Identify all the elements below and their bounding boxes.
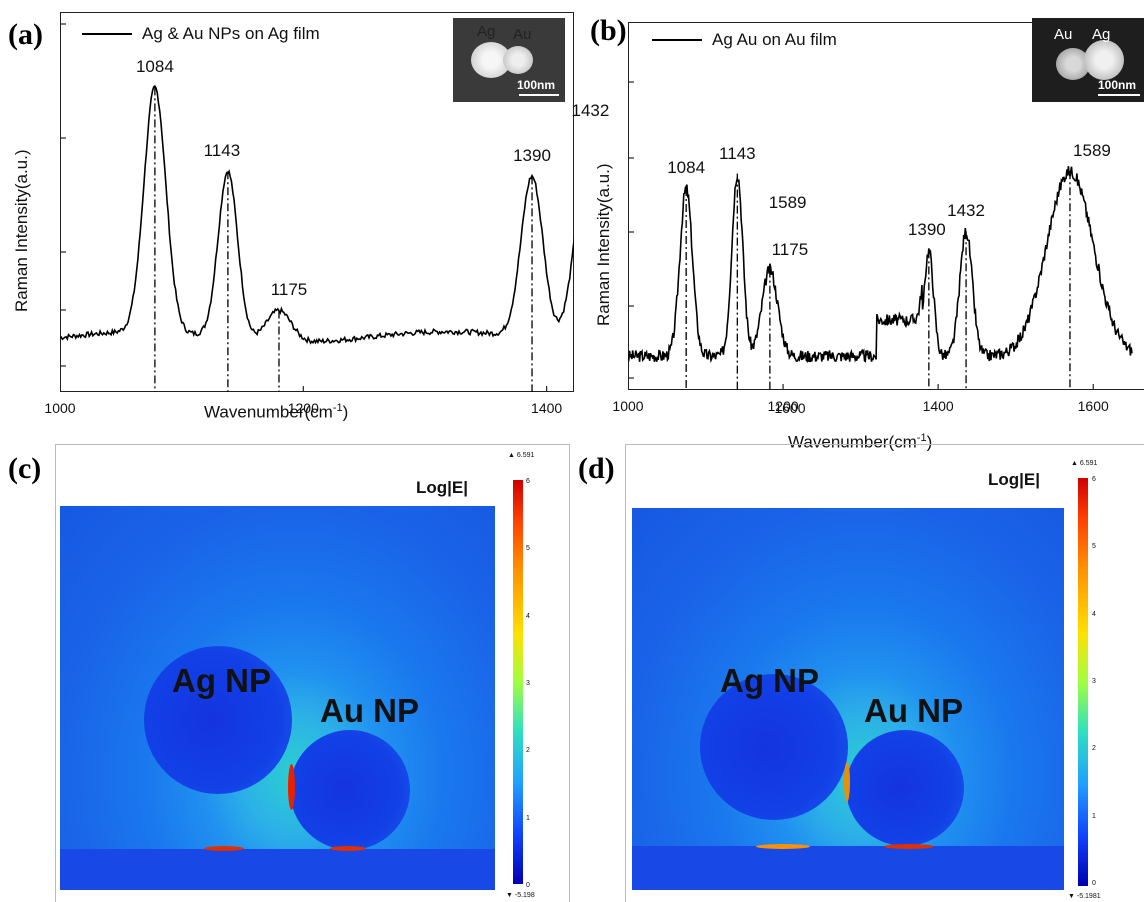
- colorbar-tick: 6: [526, 478, 530, 485]
- x-tick-label: 1200: [767, 398, 799, 414]
- colorbar-tick: 0: [526, 882, 530, 889]
- inset-label-ag: Ag: [477, 23, 496, 40]
- np-label-au: Au NP: [320, 692, 419, 729]
- chart-a-ylabel: Raman Intensity(a.u.): [12, 149, 31, 312]
- panel-b-letter: (b): [590, 14, 627, 47]
- colorbar-tick: 3: [1092, 678, 1096, 685]
- sem-inset-a: Ag Au 100nm: [453, 18, 565, 102]
- panel-a-letter: (a): [8, 18, 43, 51]
- scale-bar: [519, 94, 559, 96]
- ag-nanoparticle: [700, 674, 848, 820]
- field-map-d: [632, 508, 1064, 890]
- x-tick-label: 1400: [531, 400, 563, 416]
- legend-label: Ag Au on Au film: [712, 30, 837, 49]
- sem-particle-au: [503, 46, 533, 74]
- peak-label: 1589: [1073, 141, 1111, 161]
- colorbar-tick: 0: [1092, 880, 1096, 887]
- film-hotspot-ag: [204, 846, 244, 851]
- peak-label: 1432: [571, 101, 610, 121]
- panel-d-letter: (d): [578, 452, 615, 485]
- chart-b-xlabel: Wavenumber(cm-1): [788, 432, 933, 452]
- colorbar-max-c: ▲ 6.591: [508, 452, 535, 459]
- colorbar-tick: 5: [1092, 543, 1096, 551]
- peak-label: 1390: [513, 146, 551, 166]
- chart-a-xlabel: Wavenumber(cm-1): [204, 402, 349, 422]
- chart-a-legend: Ag & Au NPs on Ag film: [82, 24, 320, 44]
- gap-hotspot: [288, 764, 295, 810]
- colorbar-max-d: ▲ 6.591: [1071, 460, 1098, 467]
- panel-c-letter: (c): [8, 452, 42, 485]
- chart-a-plot: [60, 23, 574, 392]
- colorbar-d: [1078, 478, 1088, 886]
- colorbar-tick: 1: [1092, 812, 1096, 820]
- substrate-film: [60, 849, 495, 890]
- np-label-ag: Ag NP: [720, 662, 819, 699]
- colorbar-tick: 6: [1092, 476, 1096, 483]
- x-tick-label: 1000: [44, 400, 76, 416]
- colorbar-tick: 5: [526, 545, 530, 553]
- colorbar-tick: 4: [1092, 610, 1096, 618]
- film-hotspot-au: [884, 844, 934, 849]
- x-tick-label: 1400: [922, 398, 954, 414]
- legend-swatch: [652, 39, 702, 41]
- au-nanoparticle: [290, 730, 410, 850]
- spectrum-line: [628, 166, 1133, 364]
- inset-label-au: Au: [513, 26, 532, 43]
- scale-label: 100nm: [1098, 78, 1137, 92]
- inset-label-ag: Ag: [1092, 26, 1111, 43]
- colorbar-c: [513, 480, 523, 884]
- colorbar-tick: 2: [526, 747, 530, 755]
- scale-bar: [1098, 94, 1140, 96]
- colorbar-tick: 3: [526, 680, 530, 687]
- peak-label: 1589: [768, 192, 807, 212]
- ag-nanoparticle: [144, 646, 292, 794]
- chart-a-frame: [60, 12, 574, 392]
- spectrum-line: [60, 84, 574, 345]
- legend-swatch: [82, 33, 132, 35]
- legend-label: Ag & Au NPs on Ag film: [142, 24, 320, 43]
- np-label-ag: Ag NP: [172, 662, 271, 699]
- peak-label: 1143: [719, 143, 756, 163]
- colorbar-tick: 1: [526, 814, 530, 822]
- chart-b-legend: Ag Au on Au film: [652, 30, 837, 50]
- inset-label-au: Au: [1054, 26, 1073, 43]
- gap-hotspot: [844, 762, 850, 802]
- scale-label: 100nm: [517, 78, 556, 92]
- sem-particle-ag: [1084, 40, 1124, 80]
- peak-label: 1143: [203, 141, 241, 161]
- colorbar-title-d: Log|E|: [988, 470, 1041, 489]
- x-tick-label: 1000: [612, 398, 644, 414]
- peak-label: 1175: [270, 280, 308, 300]
- au-nanoparticle: [846, 730, 964, 846]
- field-background: [632, 508, 1064, 890]
- peak-label: 1084: [667, 158, 706, 177]
- peak-label: 1084: [135, 57, 174, 77]
- sem-inset-b: Au Ag 100nm: [1032, 18, 1144, 102]
- x-tick-label: 1600: [774, 400, 806, 416]
- chart-b-frame: [628, 22, 1144, 390]
- film-hotspot-ag: [756, 844, 810, 849]
- peak-label: 1175: [771, 239, 809, 259]
- np-label-au: Au NP: [864, 692, 963, 729]
- peak-label: 1390: [907, 220, 946, 240]
- panel-c-frame: [55, 444, 570, 902]
- colorbar-tick: 2: [1092, 745, 1096, 753]
- field-map-c: [60, 506, 495, 890]
- x-tick-label: 1200: [287, 400, 319, 416]
- colorbar-tick: 4: [526, 612, 530, 620]
- chart-b-ylabel: Raman Intensity(a.u.): [594, 163, 613, 326]
- film-hotspot-au: [330, 846, 366, 851]
- x-tick-label: 1600: [1077, 398, 1109, 414]
- colorbar-min-d: ▼ -5.1981: [1068, 893, 1101, 900]
- chart-b-plot: [628, 81, 1133, 390]
- colorbar-min-c: ▼ -5.198: [506, 892, 535, 899]
- colorbar-title-c: Log|E|: [416, 478, 469, 497]
- panel-d-frame: [625, 444, 1144, 902]
- substrate-film: [632, 846, 1064, 890]
- peak-label: 1432: [947, 201, 985, 221]
